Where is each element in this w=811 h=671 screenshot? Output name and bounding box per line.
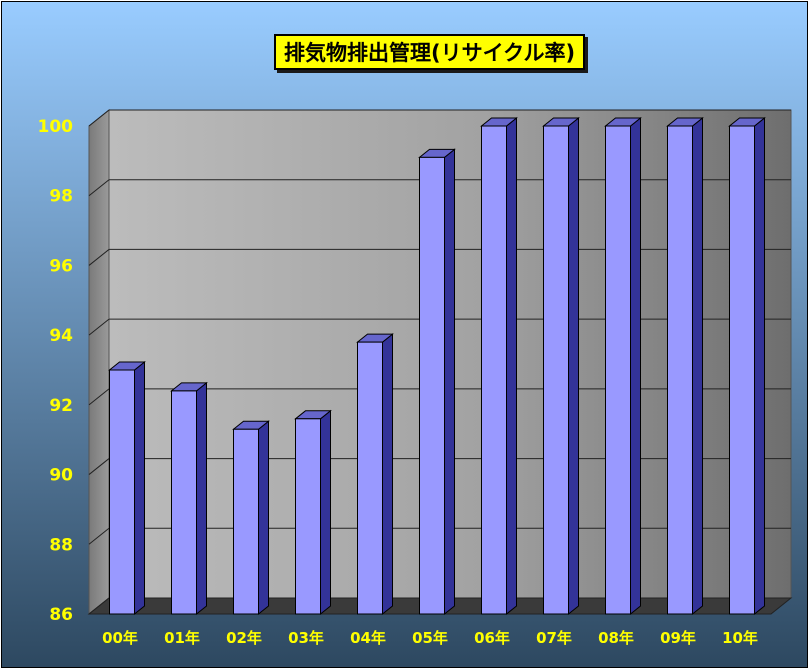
bar [356, 333, 394, 616]
chart-side-wall [88, 108, 110, 616]
bar-front [729, 125, 755, 615]
bar [232, 420, 270, 616]
bar-side [754, 116, 765, 616]
bar [294, 409, 332, 616]
gridline-side [88, 109, 110, 127]
x-tick-label: 06年 [474, 629, 510, 647]
bar [418, 148, 456, 616]
bar-front [109, 369, 135, 615]
bar-side [196, 381, 207, 616]
bar-side [134, 360, 145, 616]
x-tick-label: 07年 [536, 629, 572, 647]
bar-front [295, 418, 321, 615]
gridline-side [88, 388, 110, 406]
bar-side [630, 116, 641, 616]
bar [604, 116, 642, 616]
bar-front [605, 125, 631, 615]
x-tick-label: 00年 [102, 629, 138, 647]
bar-front [171, 390, 197, 615]
x-tick-label: 08年 [598, 629, 634, 647]
bar-side [320, 409, 331, 616]
bar [170, 381, 208, 616]
bar-front [481, 125, 507, 615]
bar [480, 116, 518, 616]
y-tick-label: 90 [49, 466, 73, 486]
x-tick-label: 02年 [226, 629, 262, 647]
bar-front [419, 156, 445, 615]
bar [728, 116, 766, 616]
gridline-side [88, 597, 110, 615]
gridline-side [88, 527, 110, 545]
bar-front [667, 125, 693, 615]
gridline-side [88, 318, 110, 336]
bar-front [543, 125, 569, 615]
bar-side [568, 116, 579, 616]
x-tick-label: 01年 [164, 629, 200, 647]
y-tick-label: 86 [49, 605, 73, 625]
x-tick-label: 04年 [350, 629, 386, 647]
y-tick-label: 96 [49, 256, 73, 276]
bar-side [506, 116, 517, 616]
y-tick-label: 98 [49, 187, 73, 207]
x-tick-label: 03年 [288, 629, 324, 647]
x-tick-label: 10年 [722, 629, 758, 647]
gridline-side [88, 179, 110, 197]
bar-side [692, 116, 703, 616]
bar-side [444, 148, 455, 616]
y-tick-label: 92 [49, 396, 73, 416]
y-tick-label: 88 [49, 535, 73, 555]
bar-front [233, 428, 259, 615]
bar-side [258, 420, 269, 616]
x-tick-label: 05年 [412, 629, 448, 647]
bar-side [382, 333, 393, 616]
chart-title: 排気物排出管理(リサイクル率) [274, 34, 586, 70]
bar-front [357, 341, 383, 615]
y-tick-label: 100 [38, 117, 74, 137]
gridline-side [88, 458, 110, 475]
bar [108, 360, 146, 616]
bar [542, 116, 580, 616]
bar [666, 116, 704, 616]
x-tick-label: 09年 [660, 629, 696, 647]
y-tick-label: 94 [49, 326, 73, 346]
gridline-side [88, 249, 110, 266]
